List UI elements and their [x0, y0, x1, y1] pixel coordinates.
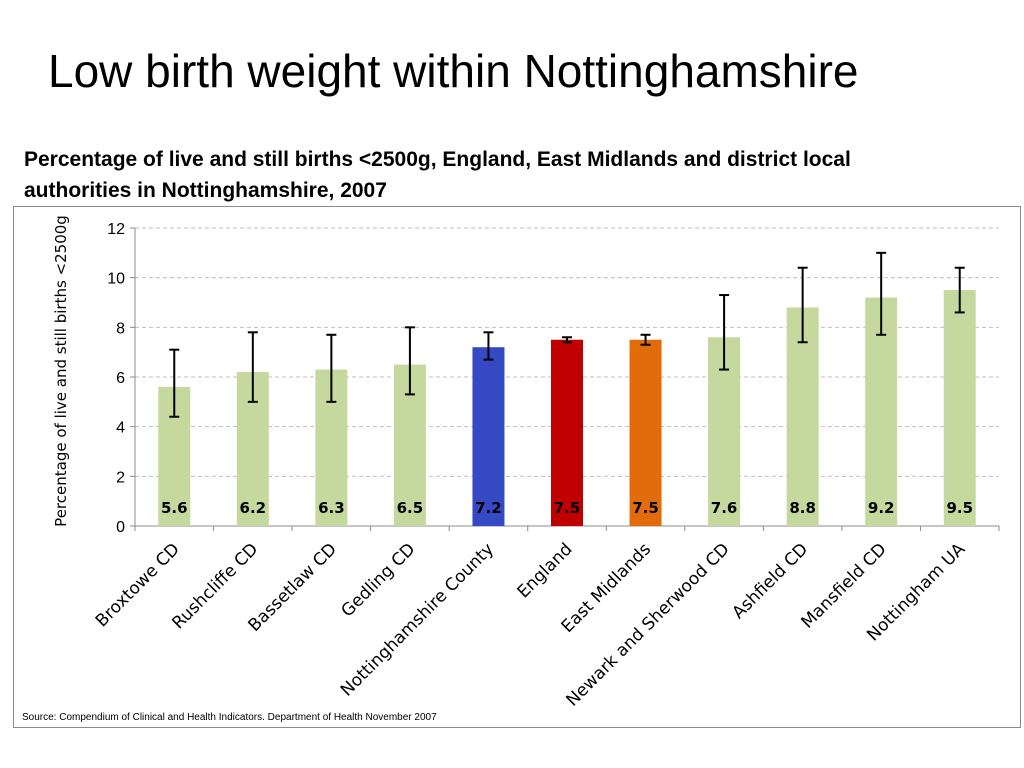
- data-label: 7.6: [711, 499, 738, 517]
- data-label: 8.8: [789, 499, 816, 517]
- y-tick-label: 2: [116, 469, 125, 486]
- x-tick-label: Gedling CD: [338, 539, 420, 621]
- data-label: 6.2: [240, 499, 267, 517]
- y-tick-label: 12: [107, 221, 125, 238]
- x-tick-label: Ashfield CD: [729, 539, 813, 623]
- y-tick-label: 0: [116, 519, 125, 536]
- data-label: 6.5: [397, 499, 424, 517]
- bar: [551, 339, 583, 526]
- y-tick-label: 8: [116, 320, 125, 337]
- bar: [943, 290, 976, 526]
- chart-title: Percentage of live and still births <250…: [24, 148, 851, 202]
- bar: [472, 347, 505, 526]
- x-tick-label: Newark and Sherwood CD: [563, 539, 734, 710]
- y-tick-label: 10: [107, 271, 125, 288]
- data-label: 9.5: [946, 499, 973, 517]
- bar: [629, 339, 662, 526]
- data-label: 7.5: [554, 499, 581, 517]
- data-label: 7.5: [632, 499, 659, 517]
- source-note: Source: Compendium of Clinical and Healt…: [22, 712, 437, 723]
- y-tick-label: 4: [116, 420, 125, 437]
- chart-frame: 0 2 4 6 8 10 12 Percentage of live and still bi…: [13, 206, 1021, 728]
- slide-title: Low birth weight within Nottinghamshire: [48, 45, 859, 97]
- y-tick-label: 6: [116, 370, 125, 387]
- y-axis-title: Percentage of live and still births <250…: [52, 215, 70, 527]
- data-label: 5.6: [161, 499, 188, 517]
- bar: [786, 307, 819, 526]
- x-tick-label: England: [514, 539, 577, 602]
- data-label: 9.2: [868, 499, 895, 517]
- bar-chart: 0 2 4 6 8 10 12 Percentage of live and still bi…: [52, 215, 1000, 711]
- data-label: 6.3: [318, 499, 345, 517]
- data-label: 7.2: [475, 499, 502, 517]
- x-tick-label: Nottinghamshire County: [337, 539, 498, 700]
